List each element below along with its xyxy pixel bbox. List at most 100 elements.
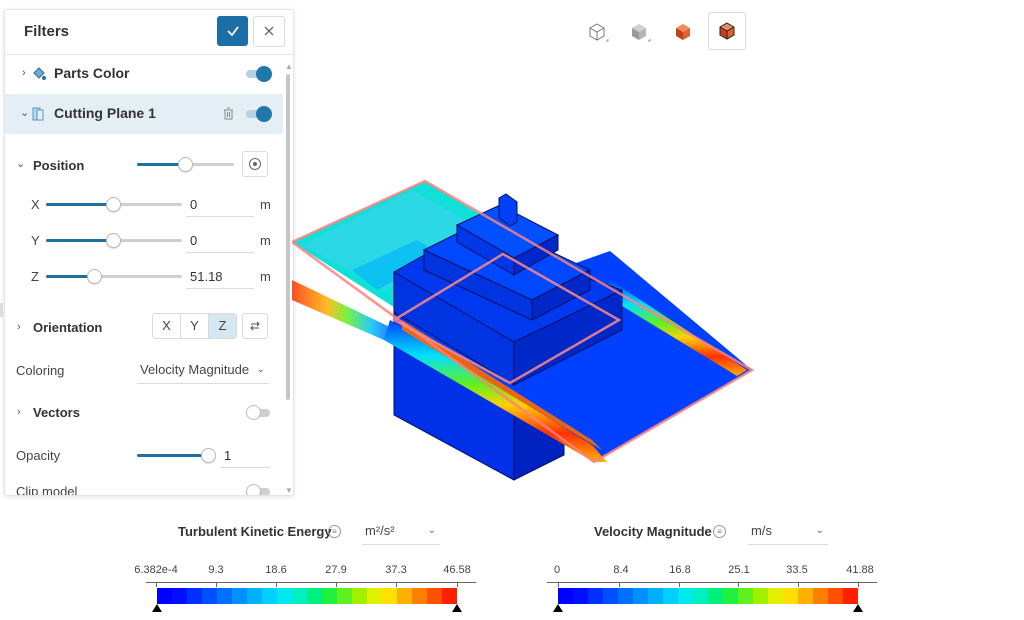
tree-item-parts-color[interactable]: › Parts Color [5,54,283,94]
scroll-up-icon[interactable]: ▲ [285,62,293,71]
coloring-select[interactable]: Velocity Magnitude ⌄ [137,357,269,384]
colorbar [558,588,858,604]
tick-mark [156,582,157,587]
colorbar-cell [678,588,693,604]
opacity-value-input[interactable]: 1 [220,444,270,468]
filters-title: Filters [24,23,70,40]
tick-label: 33.5 [786,564,808,576]
panel-resize-grip[interactable] [0,303,3,317]
colorbar-cell [157,588,172,604]
colorbar-axis [146,582,476,583]
edges-cube-icon [719,22,735,40]
max-range-handle[interactable] [452,604,462,612]
y-slider[interactable] [46,233,182,248]
tick-label: 9.3 [208,564,224,576]
cutting-plane-outline [292,179,755,464]
tree-item-cutting-plane[interactable]: ⌄ Cutting Plane 1 [5,94,283,134]
legend-menu-icon[interactable]: ≡ [713,525,726,538]
flip-orientation-button[interactable] [242,313,268,339]
tick-mark [558,582,559,587]
view-surface-button[interactable] [664,13,702,51]
opacity-slider[interactable] [137,448,216,463]
filters-header: Filters [5,10,293,55]
legend-menu-icon[interactable]: ≡ [328,525,341,538]
scrollbar-thumb[interactable] [286,74,290,400]
colorbar-cell [768,588,783,604]
y-value-input[interactable]: 0 [186,229,254,253]
close-icon [264,26,274,36]
close-button[interactable] [253,16,285,47]
colorbar-cell [648,588,663,604]
colorbar-cell [202,588,217,604]
clip-model-label: Clip model [16,484,78,496]
z-value-input[interactable]: 51.18 [186,265,254,289]
tick-label: 46.58 [443,564,471,576]
3d-viewport[interactable] [292,150,762,490]
max-range-handle[interactable] [853,604,863,612]
colorbar-cell [187,588,202,604]
colorbar-cell [412,588,427,604]
colorbar-cell [307,588,322,604]
trash-icon[interactable] [223,107,234,120]
colorbar-cell [397,588,412,604]
colorbar-cell [663,588,678,604]
colorbar-cell [367,588,382,604]
scroll-down-icon[interactable]: ▼ [285,486,293,495]
chevron-down-icon[interactable]: ⌄ [20,107,30,119]
vectors-toggle[interactable] [246,405,272,420]
legend-unit-select[interactable]: m/s ⌄ [748,518,828,545]
coloring-value: Velocity Magnitude [140,362,250,377]
vectors-chevron-right-icon[interactable]: › [17,406,21,418]
parts-color-toggle[interactable] [246,66,272,82]
cutting-plane-toggle[interactable] [246,106,272,122]
clip-model-toggle[interactable] [246,484,272,495]
vectors-label: Vectors [33,405,80,420]
wireframe-cube-icon [589,23,609,42]
target-button[interactable] [242,151,268,177]
chevron-down-icon: ⌄ [256,364,265,375]
cutting-plane-label: Cutting Plane 1 [54,105,156,121]
tick-mark [396,582,397,587]
y-axis-label: Y [31,233,40,248]
tick-label: 37.3 [385,564,407,576]
legend-unit-select[interactable]: m²/s² ⌄ [362,518,440,545]
orientation-y-button[interactable]: Y [181,314,209,338]
y-unit: m [260,233,271,248]
colorbar-cell [603,588,618,604]
chevron-down-icon: ⌄ [815,525,824,536]
min-range-handle[interactable] [152,604,162,612]
x-value-input[interactable]: 0 [186,193,254,217]
colorbar-cell [843,588,858,604]
target-icon [249,158,261,170]
cutting-plane-light-region [302,190,492,290]
min-range-handle[interactable] [553,604,563,612]
colorbar-cell [828,588,843,604]
orientation-chevron-right-icon[interactable]: › [17,321,21,333]
colorbar-cell [322,588,337,604]
colorbar-cell [693,588,708,604]
chevron-down-icon: ⌄ [427,525,436,536]
confirm-button[interactable] [217,16,248,46]
tick-mark [619,582,620,587]
check-icon [226,26,239,37]
view-wireframe-button[interactable] [578,13,616,51]
view-edges-button[interactable] [708,12,746,50]
panel-scrollbar[interactable]: ▲ ▼ [284,62,293,495]
filters-panel: Filters › Parts Color ⌄ Cutting Plane 1 [4,9,294,496]
tick-label: 27.9 [325,564,347,576]
building-tier-2-side [531,269,591,321]
legend-unit: m/s [751,523,772,538]
swap-arrows-icon [250,321,260,331]
chevron-right-icon[interactable]: › [22,67,26,79]
z-slider[interactable] [46,269,182,284]
position-chevron-down-icon[interactable]: ⌄ [16,158,26,170]
colorbar-cell [723,588,738,604]
orientation-z-button[interactable]: Z [209,314,236,338]
position-slider[interactable] [137,157,234,172]
view-solid-button[interactable] [620,13,658,51]
x-slider[interactable] [46,197,182,212]
tick-label: 41.88 [846,564,874,576]
tick-mark [738,582,739,587]
colorbar-cell [738,588,753,604]
orientation-x-button[interactable]: X [153,314,181,338]
